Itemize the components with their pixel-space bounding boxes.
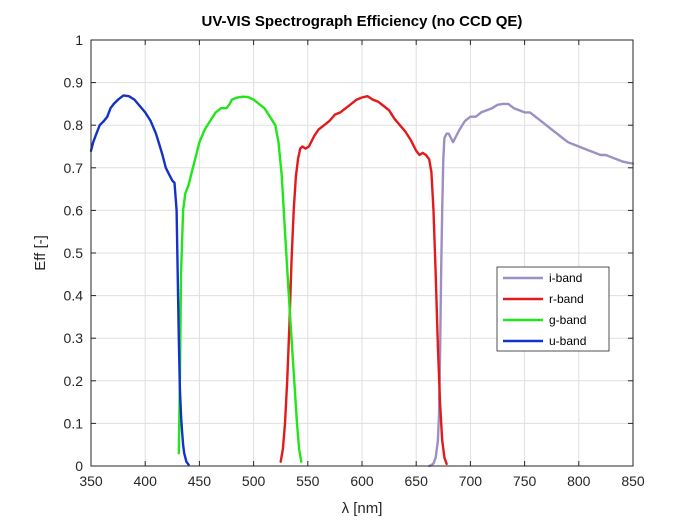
x-tick-label: 800	[567, 473, 591, 489]
legend-label-i-band: i-band	[549, 271, 582, 285]
legend-label-r-band: r-band	[549, 292, 584, 306]
y-tick-label: 0.9	[64, 75, 84, 91]
series-line-u-band	[89, 94, 190, 466]
series-line-r-band	[279, 94, 448, 466]
legend: i-band r-band g-band u-band	[496, 266, 610, 352]
x-tick-label: 650	[405, 473, 429, 489]
data-series	[89, 94, 635, 468]
x-tick-label: 350	[79, 473, 103, 489]
series-line-g-band	[177, 95, 303, 463]
x-tick-label: 750	[513, 473, 537, 489]
x-tick-label: 550	[296, 473, 320, 489]
x-tick-label: 400	[134, 473, 158, 489]
y-tick-label: 0	[75, 458, 83, 474]
axis-ticks: 350 400 450 500 550 600 650 700 750 800 850 0 0.1 0.2…	[64, 32, 645, 489]
y-tick-label: 0.3	[64, 330, 84, 346]
y-tick-label: 0.6	[64, 202, 84, 218]
y-tick-label: 0.2	[64, 373, 84, 389]
y-tick-label: 0.5	[64, 245, 84, 261]
x-tick-label: 450	[188, 473, 212, 489]
legend-label-u-band: u-band	[549, 334, 586, 348]
y-tick-label: 0.7	[64, 160, 84, 176]
x-tick-label: 600	[350, 473, 374, 489]
x-tick-label: 700	[459, 473, 483, 489]
y-axis-label: Eff [-]	[32, 235, 49, 271]
y-tick-label: 1	[75, 32, 83, 48]
chart-title: UV-VIS Spectrograph Efficiency (no CCD Q…	[202, 13, 523, 30]
series-line-i-band	[428, 102, 635, 468]
x-tick-label: 500	[242, 473, 266, 489]
legend-label-g-band: g-band	[549, 313, 586, 327]
legend-box	[496, 266, 610, 352]
x-axis-label: λ [nm]	[342, 500, 383, 517]
y-tick-label: 0.1	[64, 415, 84, 431]
y-tick-label: 0.4	[64, 288, 84, 304]
y-tick-label: 0.8	[64, 117, 84, 133]
x-tick-label: 850	[621, 473, 645, 489]
